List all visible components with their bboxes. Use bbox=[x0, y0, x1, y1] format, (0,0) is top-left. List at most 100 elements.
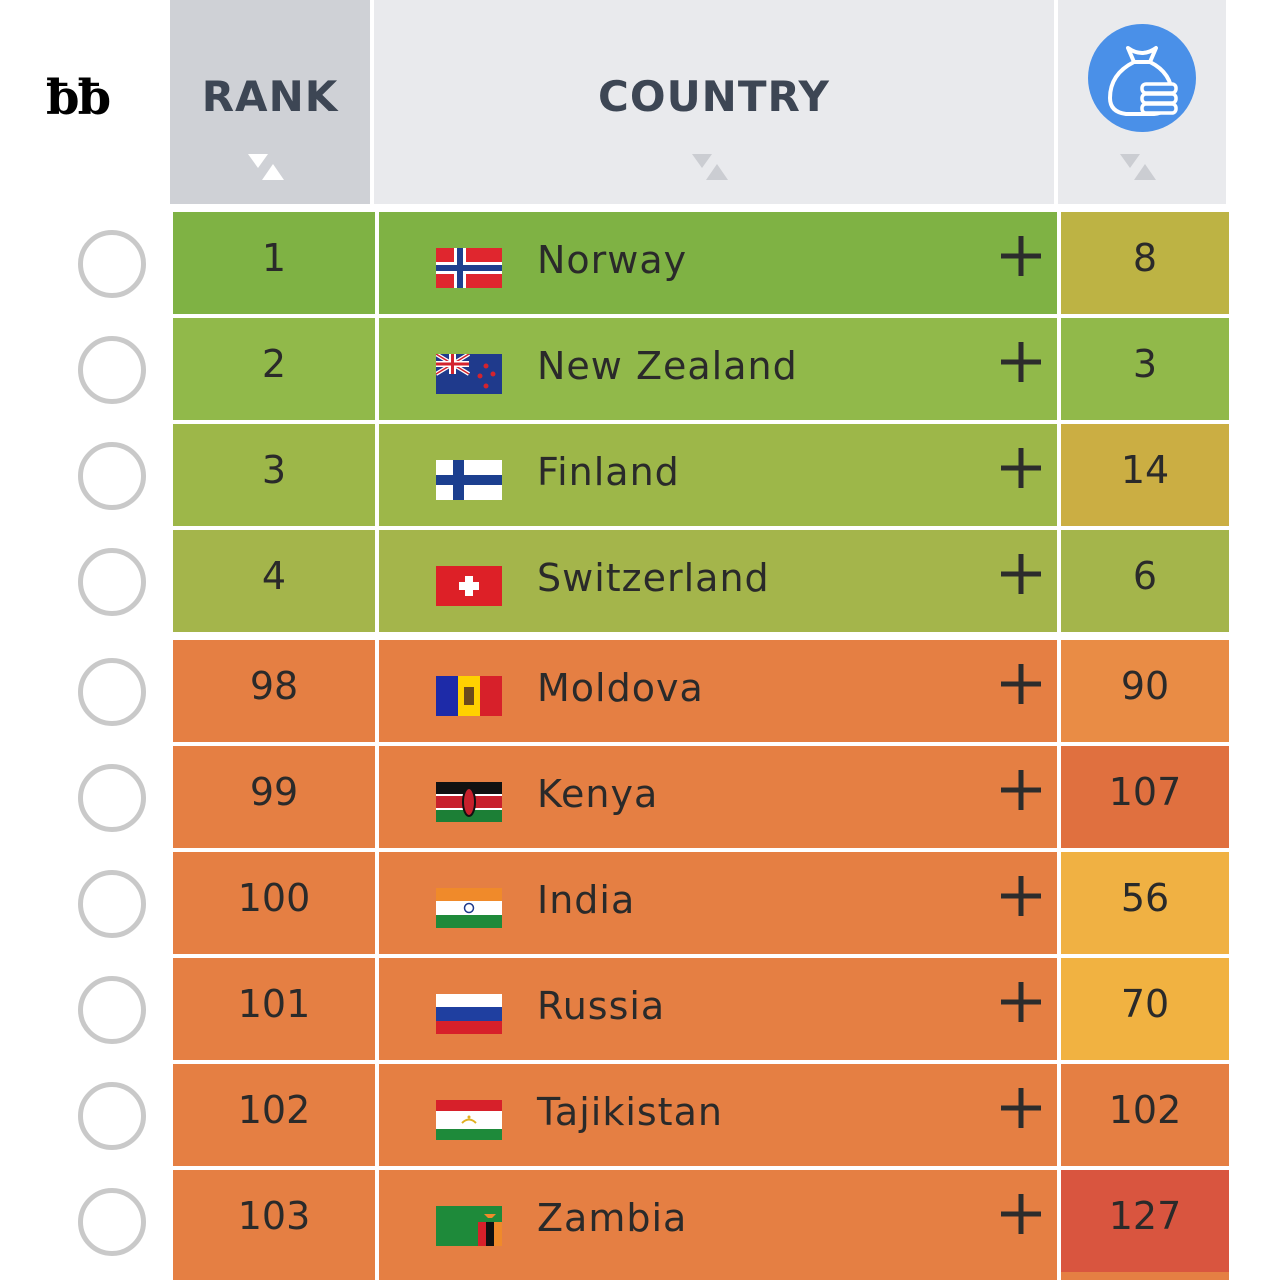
metric-cell: 56 bbox=[1061, 852, 1229, 954]
country-cell[interactable]: New Zealand bbox=[379, 318, 1057, 420]
expand-plus-icon[interactable] bbox=[999, 768, 1043, 812]
country-name[interactable]: Switzerland bbox=[537, 556, 770, 600]
table-row-partial bbox=[1061, 1272, 1229, 1280]
rank-value: 2 bbox=[261, 342, 287, 386]
country-cell[interactable]: India bbox=[379, 852, 1057, 954]
table-row[interactable]: 2 New Zealand 3 bbox=[0, 318, 1280, 420]
country-header-label: COUNTRY bbox=[598, 72, 830, 121]
metric-cell: 70 bbox=[1061, 958, 1229, 1060]
norway-flag-icon bbox=[436, 248, 502, 288]
metric-column-header[interactable] bbox=[1058, 0, 1226, 204]
tajikistan-flag-icon bbox=[436, 1100, 502, 1140]
sort-icon[interactable] bbox=[246, 152, 294, 184]
metric-cell: 90 bbox=[1061, 640, 1229, 742]
row-select-radio[interactable] bbox=[78, 548, 146, 616]
row-select-radio[interactable] bbox=[78, 230, 146, 298]
sort-icon[interactable] bbox=[690, 152, 738, 184]
metric-value: 70 bbox=[1120, 982, 1170, 1026]
expand-plus-icon[interactable] bbox=[999, 234, 1043, 278]
metric-value: 3 bbox=[1132, 342, 1158, 386]
rank-cell: 3 bbox=[173, 424, 375, 526]
expand-plus-icon[interactable] bbox=[999, 1086, 1043, 1130]
metric-value: 8 bbox=[1132, 236, 1158, 280]
sort-icon[interactable] bbox=[1118, 152, 1166, 184]
rank-cell: 102 bbox=[173, 1064, 375, 1166]
kenya-flag-icon bbox=[436, 782, 502, 822]
table-row[interactable]: 103 Zambia 127 bbox=[0, 1170, 1280, 1272]
metric-cell: 8 bbox=[1061, 212, 1229, 314]
rank-value: 99 bbox=[249, 770, 299, 814]
country-name[interactable]: Russia bbox=[537, 984, 666, 1028]
rank-cell: 101 bbox=[173, 958, 375, 1060]
country-cell[interactable]: Moldova bbox=[379, 640, 1057, 742]
rank-cell: 4 bbox=[173, 530, 375, 632]
rank-cell: 100 bbox=[173, 852, 375, 954]
rank-value: 102 bbox=[237, 1088, 311, 1132]
expand-plus-icon[interactable] bbox=[999, 446, 1043, 490]
metric-value: 56 bbox=[1120, 876, 1170, 920]
country-cell[interactable]: Zambia bbox=[379, 1170, 1057, 1272]
table-row[interactable]: 98 Moldova 90 bbox=[0, 640, 1280, 742]
metric-cell: 102 bbox=[1061, 1064, 1229, 1166]
switzerland-flag-icon bbox=[436, 566, 502, 606]
rank-column-header[interactable]: RANK bbox=[170, 0, 370, 204]
country-cell[interactable]: Tajikistan bbox=[379, 1064, 1057, 1166]
table-row[interactable]: 99 Kenya 107 bbox=[0, 746, 1280, 848]
india-flag-icon bbox=[436, 888, 502, 928]
russia-flag-icon bbox=[436, 994, 502, 1034]
expand-plus-icon[interactable] bbox=[999, 552, 1043, 596]
country-cell[interactable]: Norway bbox=[379, 212, 1057, 314]
row-select-radio[interactable] bbox=[78, 336, 146, 404]
metric-value: 14 bbox=[1120, 448, 1170, 492]
table-row-partial bbox=[173, 1272, 375, 1280]
table-row[interactable]: 101 Russia 70 bbox=[0, 958, 1280, 1060]
country-name[interactable]: Moldova bbox=[537, 666, 704, 710]
country-name[interactable]: Finland bbox=[537, 450, 680, 494]
table-row[interactable]: 102 Tajikistan 102 bbox=[0, 1064, 1280, 1166]
table-row[interactable]: 3 Finland 14 bbox=[0, 424, 1280, 526]
expand-plus-icon[interactable] bbox=[999, 874, 1043, 918]
row-select-radio[interactable] bbox=[78, 1188, 146, 1256]
row-select-radio[interactable] bbox=[78, 658, 146, 726]
country-name[interactable]: Zambia bbox=[537, 1196, 688, 1240]
table-row[interactable]: 4 Switzerland 6 bbox=[0, 530, 1280, 632]
rank-value: 101 bbox=[237, 982, 311, 1026]
corner-glyph: ƀƀ bbox=[46, 70, 111, 126]
rank-value: 3 bbox=[261, 448, 287, 492]
metric-value: 102 bbox=[1108, 1088, 1182, 1132]
country-name[interactable]: Kenya bbox=[537, 772, 659, 816]
country-name[interactable]: Norway bbox=[537, 238, 688, 282]
metric-value: 127 bbox=[1108, 1194, 1182, 1238]
new-zealand-flag-icon bbox=[436, 354, 502, 394]
row-select-radio[interactable] bbox=[78, 442, 146, 510]
finland-flag-icon bbox=[436, 460, 502, 500]
expand-plus-icon[interactable] bbox=[999, 1192, 1043, 1236]
row-select-radio[interactable] bbox=[78, 764, 146, 832]
expand-plus-icon[interactable] bbox=[999, 980, 1043, 1024]
country-name[interactable]: New Zealand bbox=[537, 344, 798, 388]
rank-value: 4 bbox=[261, 554, 287, 598]
rank-value: 103 bbox=[237, 1194, 311, 1238]
row-select-radio[interactable] bbox=[78, 870, 146, 938]
country-cell[interactable]: Finland bbox=[379, 424, 1057, 526]
row-select-radio[interactable] bbox=[78, 1082, 146, 1150]
zambia-flag-icon bbox=[436, 1206, 502, 1246]
table-row[interactable]: 1 Norway 8 bbox=[0, 212, 1280, 314]
metric-cell: 14 bbox=[1061, 424, 1229, 526]
row-select-radio[interactable] bbox=[78, 976, 146, 1044]
metric-cell: 127 bbox=[1061, 1170, 1229, 1272]
table-row[interactable]: 100 India 56 bbox=[0, 852, 1280, 954]
country-name[interactable]: India bbox=[537, 878, 636, 922]
metric-value: 6 bbox=[1132, 554, 1158, 598]
expand-plus-icon[interactable] bbox=[999, 662, 1043, 706]
expand-plus-icon[interactable] bbox=[999, 340, 1043, 384]
country-cell[interactable]: Kenya bbox=[379, 746, 1057, 848]
country-column-header[interactable]: COUNTRY bbox=[374, 0, 1054, 204]
metric-value: 90 bbox=[1120, 664, 1170, 708]
rank-value: 1 bbox=[261, 236, 287, 280]
rank-cell: 103 bbox=[173, 1170, 375, 1272]
country-cell[interactable]: Russia bbox=[379, 958, 1057, 1060]
country-name[interactable]: Tajikistan bbox=[537, 1090, 723, 1134]
country-cell[interactable]: Switzerland bbox=[379, 530, 1057, 632]
rank-cell: 99 bbox=[173, 746, 375, 848]
